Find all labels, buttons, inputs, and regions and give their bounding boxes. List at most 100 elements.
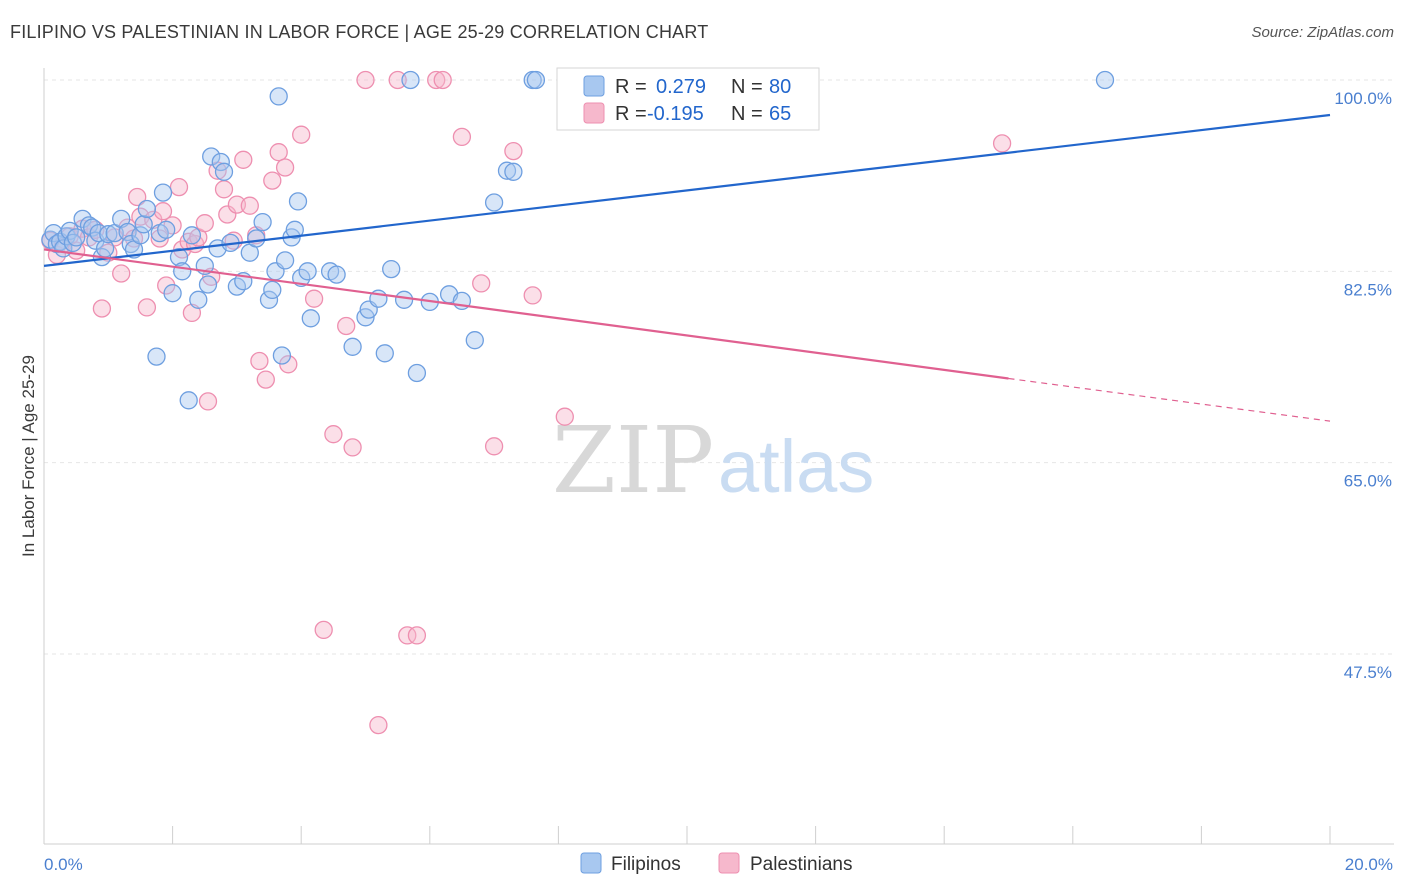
filipino-point-16 <box>99 225 118 244</box>
filipino-point-48 <box>263 280 282 300</box>
filipino-point-60 <box>343 337 362 356</box>
filipino-point-13 <box>89 223 108 243</box>
watermark-zip: ZIP <box>552 407 714 514</box>
palestinian-point-60 <box>484 437 504 456</box>
filipino-point-53 <box>285 220 304 239</box>
chart-title: FILIPINO VS PALESTINIAN IN LABOR FORCE |… <box>10 22 709 42</box>
palestinian-point-33 <box>218 205 237 224</box>
filipino-point-57 <box>301 309 320 328</box>
filipinos-r-value: 0.279 <box>656 76 706 98</box>
filipino-point-7 <box>63 233 83 253</box>
filipino-point-10 <box>79 216 99 235</box>
filipino-point-56 <box>298 262 317 281</box>
filipino-point-32 <box>179 391 198 410</box>
filipino-point-8 <box>67 228 86 247</box>
filipino-point-67 <box>401 70 420 90</box>
palestinian-point-55 <box>407 626 427 645</box>
y-tick-label-0: 100.0% <box>1334 89 1392 108</box>
palestinian-point-36 <box>234 150 253 169</box>
filipino-point-50 <box>272 346 292 365</box>
palestinians-legend-swatch <box>583 102 605 124</box>
palestinian-point-47 <box>314 620 333 640</box>
y-tick-labels: 100.0% 82.5% 65.0% 47.5% <box>1334 89 1392 682</box>
filipino-point-25 <box>147 347 166 366</box>
filipino-point-36 <box>198 275 218 294</box>
filipino-point-77 <box>526 70 546 90</box>
filipinos-r-label: R = <box>615 76 647 98</box>
palestinians-n-label: N = <box>731 103 763 125</box>
palestinian-point-28 <box>195 214 214 233</box>
palestinian-point-58 <box>452 127 472 147</box>
filipino-point-66 <box>394 290 414 309</box>
filipinos-points <box>41 70 1115 410</box>
palestinian-point-11 <box>112 264 131 283</box>
palestinian-point-22 <box>169 177 189 197</box>
palestinian-point-57 <box>433 70 452 90</box>
filipino-point-55 <box>292 268 311 288</box>
filipinos-n-value: 80 <box>769 76 791 98</box>
palestinian-point-37 <box>240 196 259 215</box>
filipino-point-68 <box>407 363 427 383</box>
filipino-point-59 <box>327 265 346 284</box>
filipinos-legend-swatch <box>583 75 605 97</box>
filipino-point-39 <box>211 152 230 172</box>
palestinian-point-29 <box>198 392 218 411</box>
filipino-point-28 <box>157 220 176 239</box>
x-tick-labels: 0.0% 20.0% <box>44 855 1393 874</box>
filipino-point-6 <box>60 221 79 241</box>
filipinos-series-swatch <box>580 852 602 874</box>
chart-source: Source: ZipAtlas.com <box>1251 24 1394 41</box>
filipino-point-79 <box>1095 70 1115 90</box>
filipino-point-74 <box>497 161 517 180</box>
palestinians-series-label: Palestinians <box>750 854 852 875</box>
palestinian-point-49 <box>337 316 356 336</box>
palestinian-point-61 <box>504 141 523 161</box>
palestinian-point-54 <box>398 626 417 645</box>
palestinian-point-16 <box>137 298 157 317</box>
palestinian-point-32 <box>214 180 234 199</box>
filipino-point-54 <box>288 192 308 211</box>
y-tick-label-2: 65.0% <box>1344 472 1392 491</box>
filipinos-n-label: N = <box>731 76 763 98</box>
filipino-point-65 <box>382 259 401 279</box>
y-axis-title: In Labor Force | Age 25-29 <box>19 355 38 557</box>
filipinos-trendline <box>43 113 1331 267</box>
palestinian-point-41 <box>263 171 282 190</box>
palestinian-point-59 <box>472 274 491 293</box>
x-ticks <box>43 826 1331 844</box>
filipino-point-5 <box>57 227 76 246</box>
trendlines <box>43 113 1331 422</box>
palestinian-point-42 <box>269 143 288 162</box>
palestinian-point-43 <box>275 158 295 177</box>
series-legend: Filipinos Palestinians <box>580 852 852 875</box>
palestinians-trendline-extension <box>1008 377 1331 422</box>
filipino-point-33 <box>182 226 202 245</box>
palestinian-point-39 <box>250 351 269 371</box>
filipino-point-24 <box>137 199 157 219</box>
palestinians-r-value: -0.195 <box>647 103 704 125</box>
filipino-point-37 <box>202 147 221 166</box>
palestinian-point-14 <box>128 187 147 207</box>
x-tick-label-1: 20.0% <box>1345 855 1393 874</box>
y-tick-label-3: 47.5% <box>1344 663 1392 682</box>
filipino-point-78 <box>269 87 288 106</box>
palestinian-point-64 <box>992 134 1012 153</box>
palestinian-point-48 <box>324 425 343 444</box>
palestinian-point-62 <box>523 286 542 305</box>
palestinian-point-46 <box>304 289 324 308</box>
filipino-point-75 <box>504 162 523 181</box>
palestinians-n-value: 65 <box>769 103 791 125</box>
filipinos-series-label: Filipinos <box>611 854 681 875</box>
filipino-point-22 <box>131 226 150 245</box>
palestinians-trendline <box>43 248 1009 380</box>
watermark: ZIP atlas <box>552 407 874 514</box>
palestinian-point-53 <box>388 70 407 90</box>
palestinian-point-40 <box>256 370 275 389</box>
palestinian-point-56 <box>427 70 446 90</box>
filipino-point-23 <box>134 215 153 234</box>
filipino-point-30 <box>169 247 189 267</box>
palestinian-point-50 <box>343 438 362 457</box>
filipino-point-34 <box>189 290 208 309</box>
filipino-point-47 <box>259 290 279 309</box>
